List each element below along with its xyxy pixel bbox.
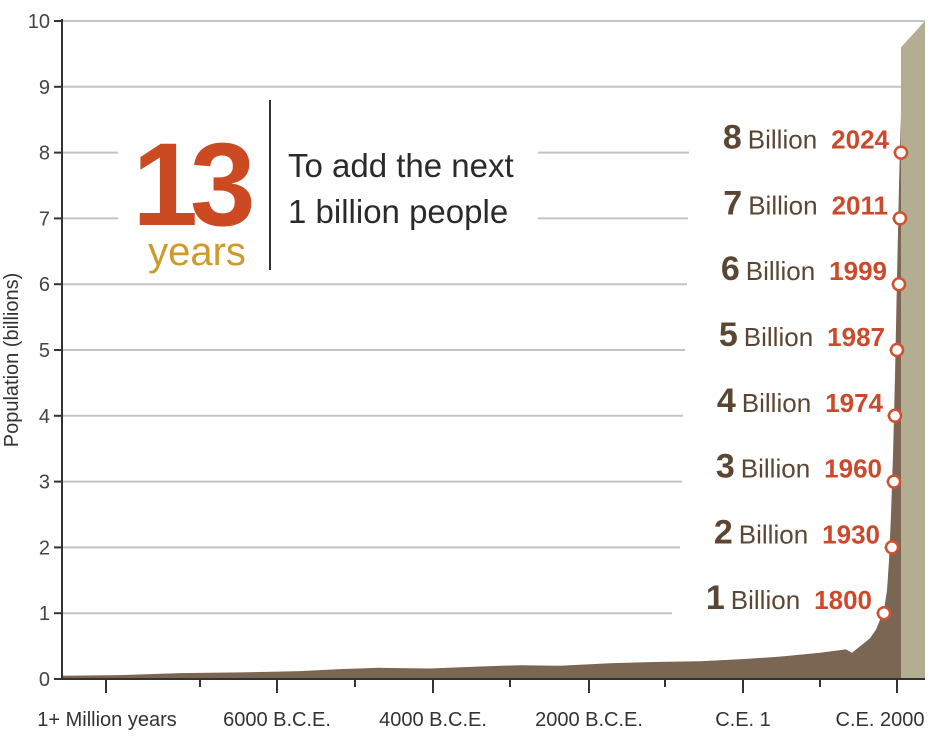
milestone-label-backdrop xyxy=(688,194,892,229)
milestone-label: 4 Billion 1974 xyxy=(717,382,884,420)
milestone-year: 1930 xyxy=(822,519,880,549)
milestone-label-backdrop xyxy=(682,457,886,492)
x-tick-label: 6000 B.C.E. xyxy=(223,709,331,731)
x-tick-label: 1+ Million years xyxy=(37,709,177,731)
milestone-unit: Billion xyxy=(739,519,808,549)
milestone-unit: Billion xyxy=(748,125,817,155)
x-tick-label: C.E. 1 xyxy=(715,709,771,731)
milestone-3-billion: 3 Billion 1960 xyxy=(682,448,902,492)
x-tick-label: 4000 B.C.E. xyxy=(379,709,487,731)
callout-text-line2: 1 billion people xyxy=(288,193,508,230)
milestone-marker xyxy=(876,605,892,621)
milestone-year: 1800 xyxy=(814,585,872,615)
milestone-year: 1987 xyxy=(827,322,885,352)
callout-number: 13 xyxy=(132,119,252,251)
x-axis-ticks: 1+ Million years 6000 B.C.E. 4000 B.C.E. 20… xyxy=(37,679,924,731)
milestone-label: 5 Billion 1987 xyxy=(719,316,885,354)
milestone-label-backdrop xyxy=(687,260,891,295)
callout: 13 years To add the next 1 billion peopl… xyxy=(118,92,538,280)
y-axis-label: Population (billions) xyxy=(1,273,23,448)
milestone-count: 2 xyxy=(714,513,733,551)
milestone-1-billion: 1 Billion 1800 xyxy=(672,579,892,624)
population-area xyxy=(62,21,925,680)
milestone-count: 6 xyxy=(721,250,740,288)
milestone-marker xyxy=(891,276,907,292)
milestone-year: 1960 xyxy=(824,454,882,484)
milestone-marker xyxy=(892,211,908,226)
milestone-label-backdrop xyxy=(683,391,887,426)
y-tick-label: 1 xyxy=(39,603,50,625)
x-tick-label: C.E. 2000 xyxy=(836,709,925,731)
milestone-count: 4 xyxy=(717,382,736,420)
y-tick-label: 2 xyxy=(39,537,50,559)
milestone-marker xyxy=(884,540,900,555)
milestone-label-backdrop xyxy=(680,523,884,558)
milestone-label: 6 Billion 1999 xyxy=(721,250,887,288)
milestone-label-backdrop xyxy=(672,589,876,624)
milestone-marker xyxy=(893,145,909,160)
milestone-count: 7 xyxy=(723,184,742,222)
y-tick-label: 5 xyxy=(39,340,50,362)
y-tick-label: 7 xyxy=(39,208,50,230)
milestone-label: 7 Billion 2011 xyxy=(723,184,888,222)
y-tick-label: 9 xyxy=(39,77,50,99)
milestone-label: 8 Billion 2024 xyxy=(723,119,890,157)
milestone-year: 2011 xyxy=(832,190,888,220)
milestone-label-backdrop xyxy=(685,326,889,360)
milestone-label-backdrop xyxy=(689,128,893,163)
milestone-unit: Billion xyxy=(744,322,813,352)
milestone-6-billion: 6 Billion 1999 xyxy=(687,250,907,295)
milestone-7-billion: 7 Billion 2011 xyxy=(688,184,908,229)
y-tick-label: 0 xyxy=(39,669,50,691)
callout-unit: years xyxy=(148,230,246,274)
milestone-marker xyxy=(886,474,902,489)
y-tick-label: 4 xyxy=(39,406,50,428)
milestone-marker xyxy=(889,342,905,358)
milestone-unit: Billion xyxy=(742,388,811,418)
y-tick-label: 3 xyxy=(39,472,50,494)
milestone-year: 1999 xyxy=(829,256,887,286)
x-tick-label: 2000 B.C.E. xyxy=(535,709,643,731)
population-projection-band xyxy=(901,21,925,679)
milestone-label: 1 Billion 1800 xyxy=(706,579,872,617)
y-tick-label: 6 xyxy=(39,274,50,296)
callout-backdrop xyxy=(118,92,538,280)
milestone-year: 2024 xyxy=(831,125,889,155)
milestone-marker xyxy=(887,408,903,424)
milestone-unit: Billion xyxy=(746,256,815,286)
milestone-count: 1 xyxy=(706,579,725,617)
milestone-year: 1974 xyxy=(825,388,883,418)
milestone-count: 5 xyxy=(719,316,738,354)
y-tick-label: 8 xyxy=(39,143,50,165)
callout-text-line1: To add the next xyxy=(288,147,514,184)
milestone-count: 3 xyxy=(716,448,735,486)
milestone-unit: Billion xyxy=(731,585,800,615)
milestone-unit: Billion xyxy=(748,190,817,220)
milestone-2-billion: 2 Billion 1930 xyxy=(680,513,900,558)
milestone-count: 8 xyxy=(723,119,742,157)
milestone-5-billion: 5 Billion 1987 xyxy=(685,316,905,360)
milestone-4-billion: 4 Billion 1974 xyxy=(683,382,903,426)
milestone-unit: Billion xyxy=(741,454,810,484)
milestone-label: 2 Billion 1930 xyxy=(714,513,880,551)
y-tick-label: 10 xyxy=(28,11,50,33)
milestone-label: 3 Billion 1960 xyxy=(716,448,882,486)
y-axis-ticks: 0 1 2 3 4 5 6 7 8 9 10 xyxy=(28,11,62,691)
milestone-8-billion: 8 Billion 2024 xyxy=(689,119,909,163)
